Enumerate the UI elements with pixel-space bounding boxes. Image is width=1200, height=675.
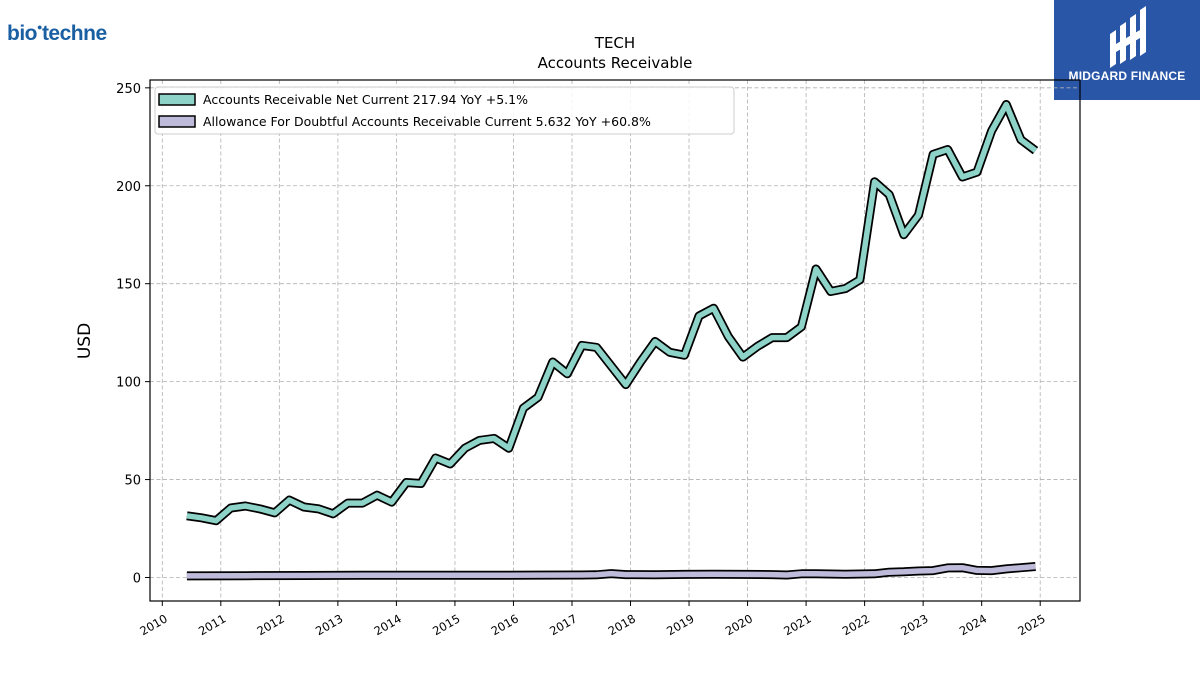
y-tick-label: 100 xyxy=(116,376,141,391)
x-tick-label: 2020 xyxy=(723,611,755,638)
x-tick-label: 2015 xyxy=(430,611,462,638)
x-tick-label: 2014 xyxy=(372,611,404,638)
legend-swatch-receivable xyxy=(158,93,196,106)
chart-subtitle: Accounts Receivable xyxy=(538,54,693,72)
series-line-0 xyxy=(186,101,1038,524)
y-tick-label: 0 xyxy=(133,571,141,586)
x-tick-label: 2010 xyxy=(137,611,169,638)
y-tick-label: 250 xyxy=(116,82,141,97)
logo-left-part-a: bio xyxy=(7,22,38,45)
x-tick-label: 2019 xyxy=(664,611,696,638)
legend-swatch-allowance xyxy=(158,115,196,128)
logo-left-dot: ● xyxy=(37,22,42,32)
legend-label-receivable: Accounts Receivable Net Current 217.94 Y… xyxy=(203,92,528,107)
bio-techne-logo: bio●techne xyxy=(7,22,107,46)
grid xyxy=(150,80,1080,601)
x-tick-label: 2021 xyxy=(781,611,813,638)
legend-label-allowance: Allowance For Doubtful Accounts Receivab… xyxy=(203,114,651,129)
y-tick-label: 150 xyxy=(116,278,141,293)
x-tick-label: 2017 xyxy=(547,611,579,638)
y-tick-label: 200 xyxy=(116,180,141,195)
logo-right-text: MIDGARD FINANCE xyxy=(1068,69,1186,83)
legend-box xyxy=(154,86,735,135)
x-tick-label: 2018 xyxy=(606,611,638,638)
ticks: 0 50 100 150 200 250 2010 2011 2012 2013 2014 2015 2… xyxy=(116,82,1048,638)
x-tick-label: 2012 xyxy=(254,611,286,638)
x-tick-label: 2016 xyxy=(489,611,521,638)
series-line-1 xyxy=(186,563,1036,579)
y-tick-label: 50 xyxy=(124,474,141,489)
chart-title: TECH xyxy=(594,34,635,52)
x-tick-label: 2025 xyxy=(1015,611,1047,638)
logo-left-part-b: techne xyxy=(41,22,107,45)
legend: Accounts Receivable Net Current 217.94 Y… xyxy=(154,86,735,135)
series-layer xyxy=(186,100,1039,581)
midgard-finance-logo: MIDGARD FINANCE xyxy=(1054,0,1200,100)
series-outline-0 xyxy=(186,100,1039,526)
x-tick-label: 2024 xyxy=(957,611,989,638)
x-tick-label: 2022 xyxy=(840,611,872,638)
x-tick-label: 2011 xyxy=(196,611,228,638)
plot-frame xyxy=(149,79,1081,602)
x-tick-label: 2023 xyxy=(898,611,930,638)
y-axis-label: USD xyxy=(75,323,95,359)
midgard-mark-icon xyxy=(1110,6,1146,68)
x-tick-label: 2013 xyxy=(313,611,345,638)
